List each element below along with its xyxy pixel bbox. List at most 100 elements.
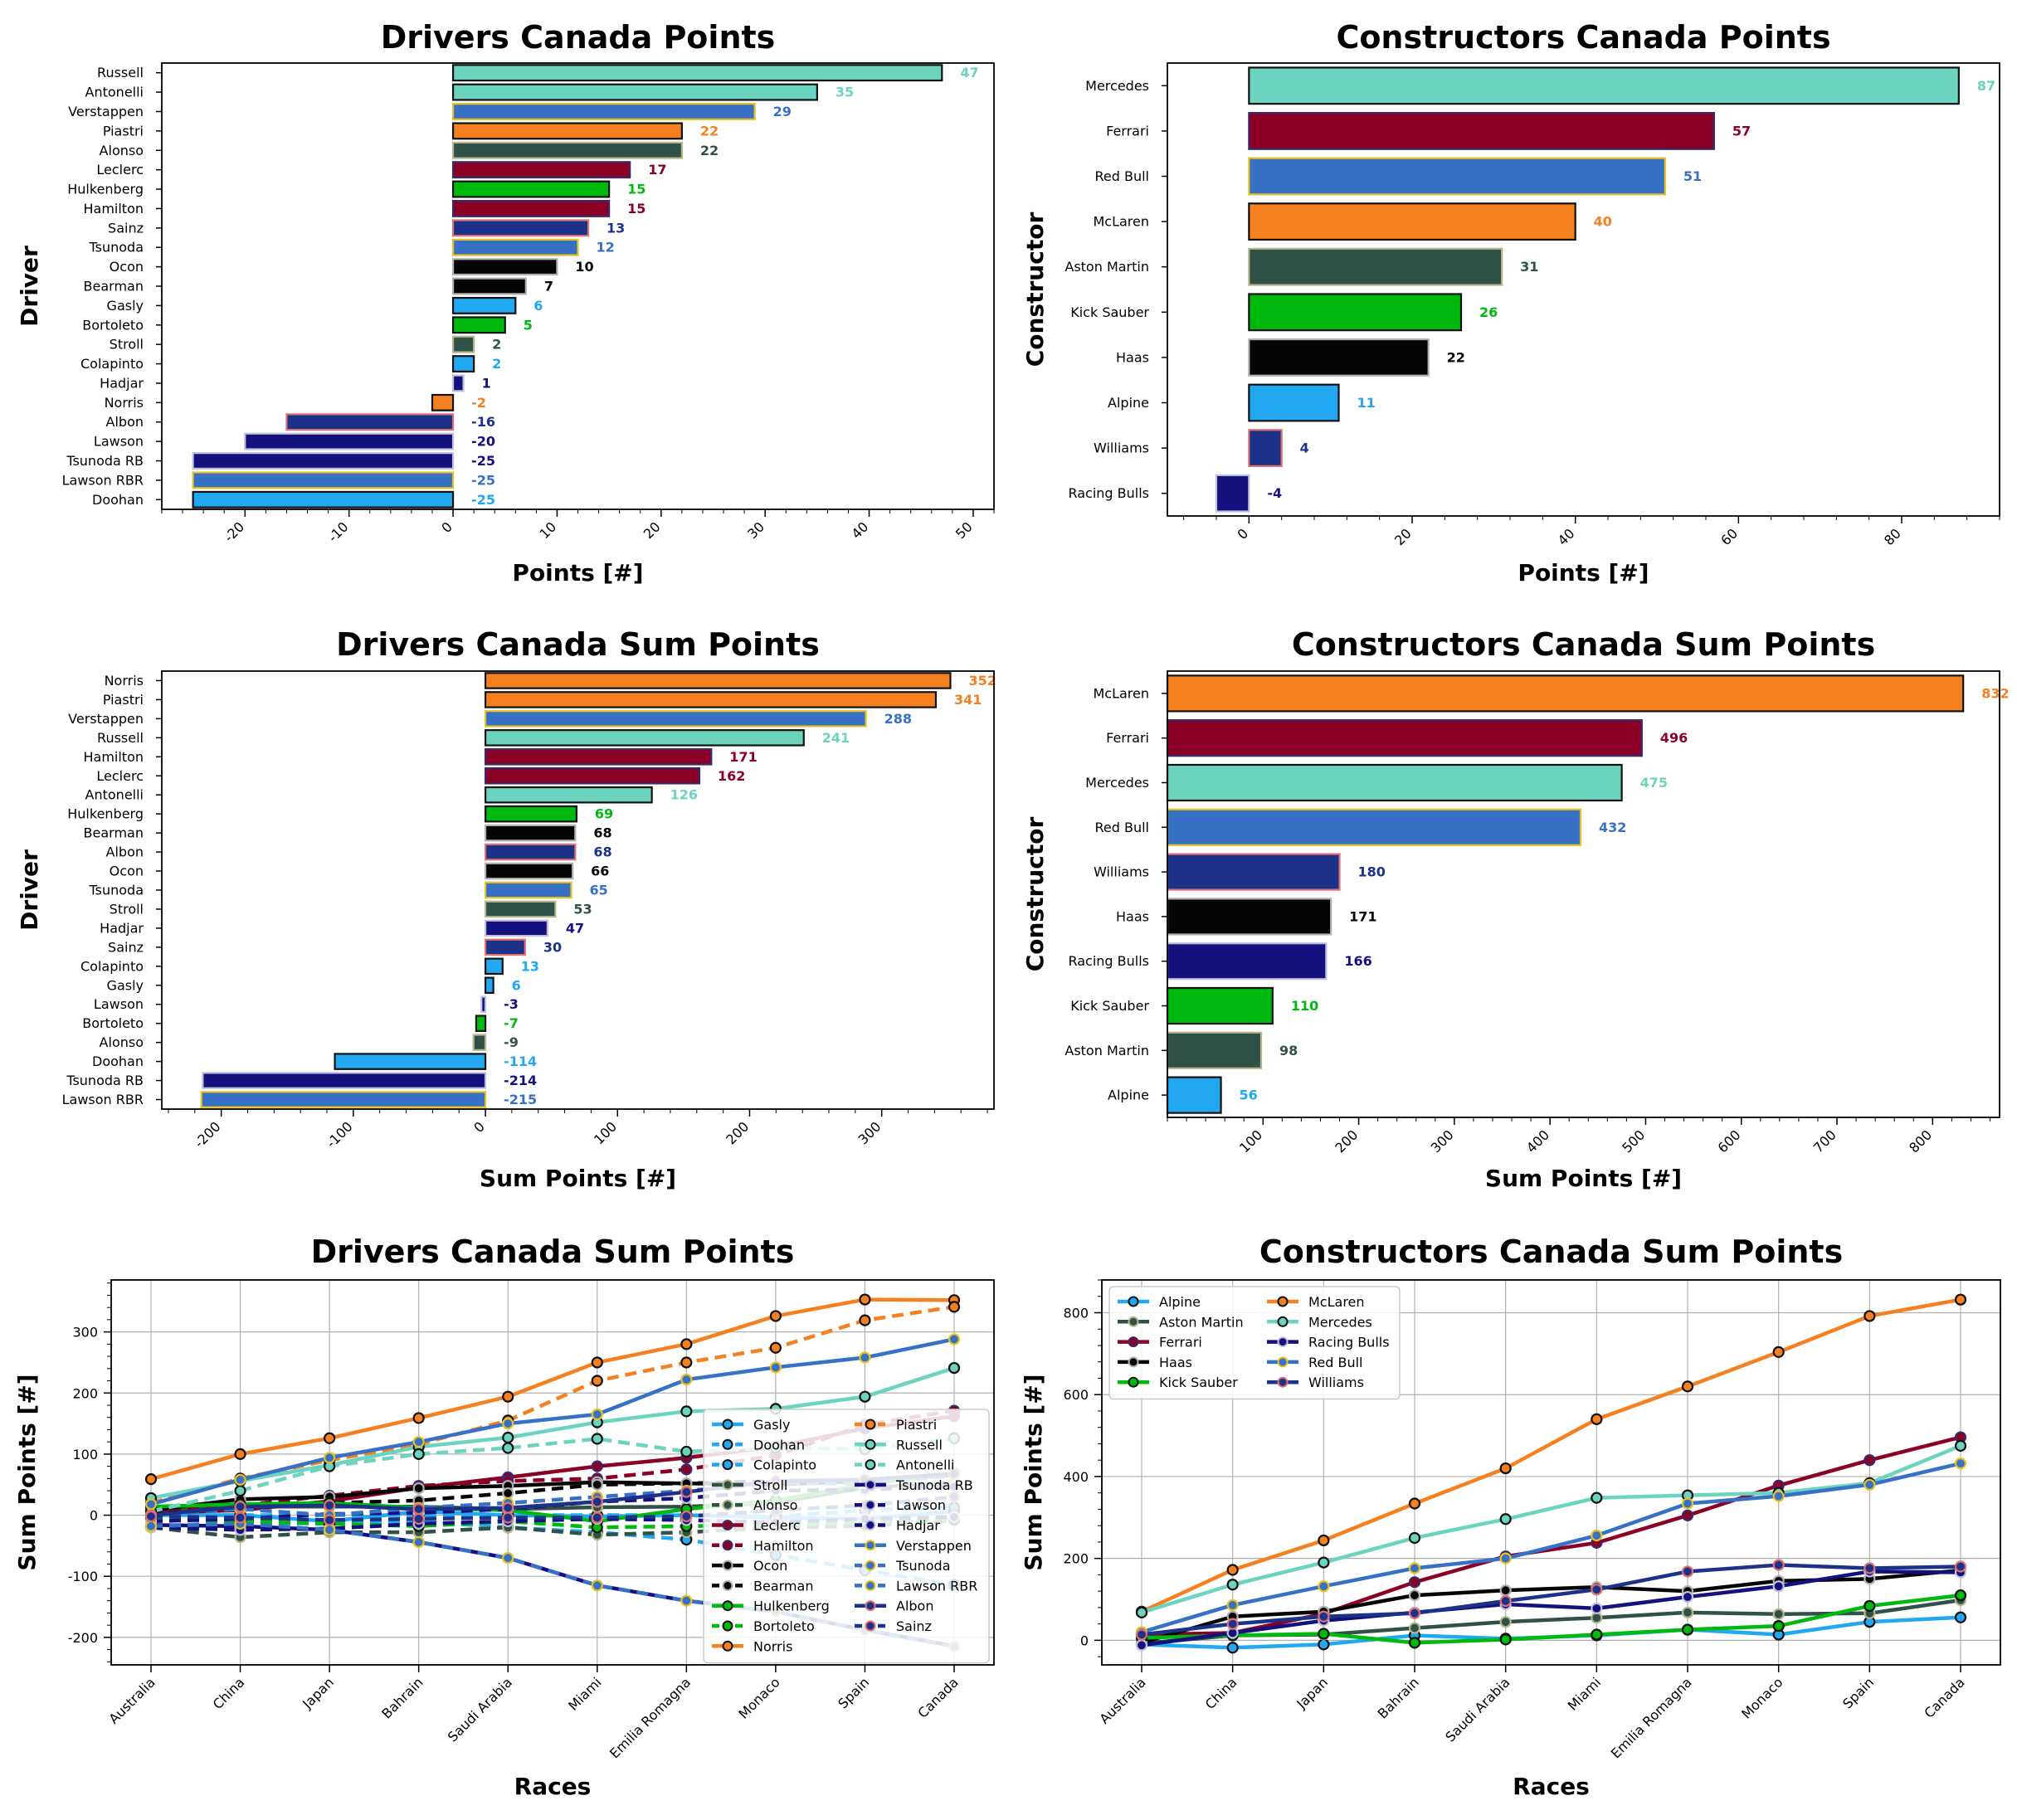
data-point-kick-sauber <box>1954 1589 1967 1602</box>
category-label: Alonso <box>100 143 144 158</box>
data-point-norris <box>591 1356 603 1369</box>
category-label: McLaren <box>1093 214 1149 230</box>
bar-alpine <box>1166 1076 1222 1114</box>
chart-2: Drivers Canada Sum Points Driver Sum Point… <box>16 626 996 1192</box>
x-tick-label: -100 <box>324 1118 356 1151</box>
x-tick-label: 40 <box>849 518 872 542</box>
data-point-kick-sauber <box>1864 1599 1876 1613</box>
category-label: Ferrari <box>1106 123 1149 139</box>
data-point-racing-bulls <box>1591 1602 1603 1614</box>
chart-0: Drivers Canada Points Driver Points [#] Rus… <box>16 19 995 586</box>
bar-alonso <box>451 141 683 159</box>
data-point-mclaren <box>1681 1380 1694 1393</box>
chart-4: Drivers Canada Sum Points Sum Points [#] R… <box>13 1234 995 1800</box>
data-label: 26 <box>1479 304 1498 320</box>
x-tick-label: China <box>210 1674 248 1712</box>
data-point-russell <box>502 1431 514 1444</box>
data-point-alpine <box>1226 1642 1239 1654</box>
data-label: 87 <box>1977 78 1995 94</box>
data-label: -3 <box>504 996 519 1012</box>
data-point-mercedes <box>1135 1606 1148 1618</box>
data-point-mclaren <box>1772 1346 1785 1358</box>
legend-marker <box>722 1600 733 1612</box>
series-line-hamilton <box>150 1409 955 1511</box>
x-tick-label: 200 <box>1332 1127 1361 1156</box>
legend-marker <box>865 1438 876 1450</box>
data-label: 6 <box>533 298 543 314</box>
data-point-mclaren <box>1499 1462 1512 1475</box>
legend-label: Lawson <box>896 1497 946 1513</box>
bar-mclaren <box>1248 202 1576 241</box>
series-line-norris <box>150 1297 955 1482</box>
category-label: Russell <box>97 65 144 80</box>
bar-aston-martin <box>1166 1031 1263 1069</box>
legend-marker <box>1277 1316 1289 1327</box>
data-point-ferrari <box>1864 1454 1876 1467</box>
bar-red-bull <box>1248 157 1666 196</box>
data-point-mclaren <box>1408 1497 1421 1510</box>
bar-mclaren <box>1166 674 1965 713</box>
x-tick-label: Emilia Romagna <box>1608 1674 1695 1761</box>
x-tick-label: 80 <box>1881 525 1904 548</box>
x-tick-label: 0 <box>470 1118 488 1136</box>
data-label: 30 <box>543 939 562 955</box>
bar-russell <box>451 64 943 82</box>
data-label: 2 <box>492 356 501 372</box>
bar-hadjar <box>484 919 548 937</box>
series-line-bortoleto <box>150 1516 955 1530</box>
category-label: Alpine <box>1108 1088 1149 1103</box>
legend-label: Racing Bulls <box>1308 1335 1390 1350</box>
category-label: Verstappen <box>68 711 144 727</box>
x-tick-label: Canada <box>1921 1674 1967 1720</box>
data-label: 66 <box>591 864 609 879</box>
data-label: 40 <box>1594 214 1612 230</box>
legend-label: Albon <box>896 1599 933 1614</box>
data-point-sainz <box>144 1510 158 1523</box>
data-point-sainz <box>324 1514 336 1526</box>
bar-tsunoda-rb <box>192 452 455 470</box>
data-point-mclaren <box>1864 1310 1876 1322</box>
data-label: 15 <box>627 182 646 197</box>
data-point-mercedes <box>1954 1439 1967 1453</box>
bar-red-bull <box>1166 808 1582 846</box>
bar-ocon <box>484 862 574 880</box>
chart-5: Constructors Canada Sum Points Sum Points… <box>1020 1234 2001 1800</box>
series-line-kick-sauber <box>1141 1593 1961 1645</box>
data-label: 15 <box>627 201 646 217</box>
legend-marker <box>722 1479 733 1491</box>
category-label: Bortoleto <box>82 317 144 333</box>
data-point-mercedes <box>1499 1513 1512 1526</box>
series-line-verstappen <box>150 1337 955 1506</box>
legend-marker <box>865 1560 876 1571</box>
category-label: Colapinto <box>80 958 144 974</box>
y-axis-label: Constructor <box>1021 212 1049 367</box>
data-label: 7 <box>544 279 553 294</box>
x-tick-label: 20 <box>641 518 664 542</box>
bar-racing-bulls <box>1166 942 1328 981</box>
data-label: 1 <box>482 375 491 391</box>
series-line-williams <box>1141 1563 1961 1637</box>
y-axis-label: Constructor <box>1021 817 1049 972</box>
data-label: 35 <box>836 85 854 100</box>
data-point-kick-sauber <box>1591 1628 1603 1641</box>
x-axis-label: Points [#] <box>512 559 643 586</box>
data-point-bearman <box>591 1478 603 1491</box>
series-line-russell <box>150 1365 955 1501</box>
data-label: 98 <box>1279 1043 1298 1058</box>
bar-hulkenberg <box>451 180 611 198</box>
bar-hulkenberg <box>484 805 578 823</box>
legend-label: Tsunoda <box>895 1558 951 1574</box>
bar-alonso <box>472 1034 487 1051</box>
category-label: Lawson RBR <box>62 1092 144 1107</box>
category-label: Hamilton <box>83 201 144 217</box>
x-tick-label: Monaco <box>1738 1674 1786 1721</box>
category-label: Williams <box>1094 864 1149 880</box>
category-label: Alonso <box>100 1034 144 1050</box>
x-axis-label: Points [#] <box>1518 559 1649 586</box>
category-label: Hadjar <box>100 375 144 391</box>
legend-label: Kick Sauber <box>1159 1375 1238 1390</box>
category-label: Ferrari <box>1106 730 1149 746</box>
data-label: 57 <box>1732 123 1751 139</box>
data-point-ocon <box>412 1482 425 1495</box>
chart-title: Constructors Canada Sum Points <box>1259 1234 1843 1270</box>
